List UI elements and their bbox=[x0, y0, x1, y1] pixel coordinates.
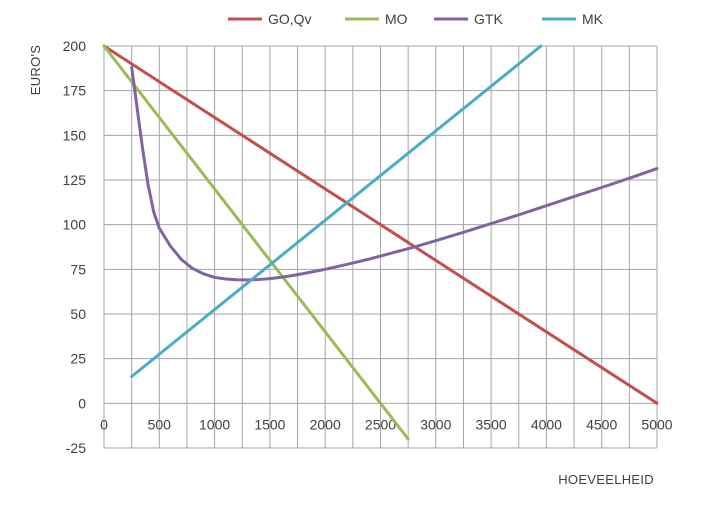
x-tick-label: 5000 bbox=[641, 416, 672, 432]
y-tick-label: 25 bbox=[70, 351, 86, 367]
x-tick-label: 2500 bbox=[365, 416, 396, 432]
y-axis-label: EURO'S bbox=[28, 45, 43, 96]
legend-label: MO bbox=[385, 11, 408, 27]
x-tick-label: 1000 bbox=[199, 416, 230, 432]
grid bbox=[103, 45, 658, 449]
x-tick-label: 1500 bbox=[254, 416, 285, 432]
y-tick-label: 175 bbox=[63, 83, 87, 99]
series-lines bbox=[102, 44, 659, 441]
x-tick-label: 4500 bbox=[586, 416, 617, 432]
x-tick-label: 0 bbox=[100, 416, 108, 432]
x-axis-ticks: 0 500 1000 1500 2000 2500 3000 3500 4000 4500 5000 bbox=[100, 416, 673, 432]
x-tick-label: 2000 bbox=[310, 416, 341, 432]
series-line-gtk bbox=[130, 65, 659, 282]
series-line-mo bbox=[102, 44, 410, 441]
y-tick-label: 50 bbox=[70, 306, 86, 322]
x-tick-label: 500 bbox=[148, 416, 172, 432]
series-line-mk bbox=[130, 44, 543, 378]
legend-label: GO,Qv bbox=[268, 11, 312, 27]
x-tick-label: 4000 bbox=[531, 416, 562, 432]
legend: GO,Qv MO GTK MK bbox=[228, 11, 604, 27]
series-line-go-qv bbox=[102, 44, 659, 405]
y-axis-ticks: 200 175 150 125 100 75 50 25 0 -25 bbox=[63, 38, 87, 456]
legend-label: GTK bbox=[474, 11, 503, 27]
y-tick-label: 125 bbox=[63, 172, 87, 188]
y-tick-label: -25 bbox=[66, 440, 86, 456]
y-tick-label: 200 bbox=[63, 38, 87, 54]
y-tick-label: 100 bbox=[63, 217, 87, 233]
legend-label: MK bbox=[582, 11, 604, 27]
x-axis-label: HOEVEELHEID bbox=[558, 472, 654, 487]
x-tick-label: 3000 bbox=[420, 416, 451, 432]
y-tick-label: 150 bbox=[63, 127, 87, 143]
x-tick-label: 3500 bbox=[476, 416, 507, 432]
y-tick-label: 0 bbox=[78, 395, 86, 411]
y-tick-label: 75 bbox=[70, 261, 86, 277]
